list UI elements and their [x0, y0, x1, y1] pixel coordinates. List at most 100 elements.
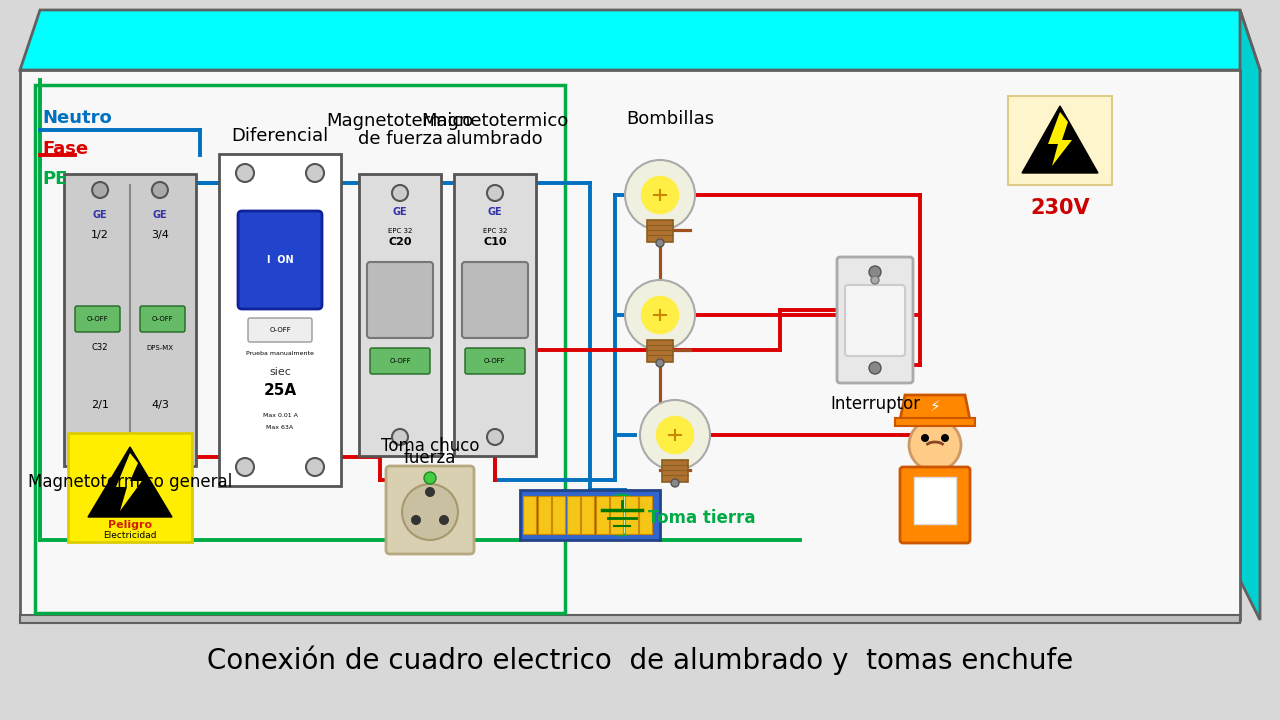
FancyBboxPatch shape: [581, 496, 594, 534]
FancyBboxPatch shape: [639, 496, 652, 534]
FancyBboxPatch shape: [219, 154, 340, 486]
Circle shape: [655, 415, 694, 454]
Text: siec: siec: [269, 367, 291, 377]
Text: GE: GE: [92, 210, 108, 220]
FancyBboxPatch shape: [625, 496, 637, 534]
FancyBboxPatch shape: [465, 348, 525, 374]
Text: Peligro: Peligro: [108, 520, 152, 530]
Text: 3/4: 3/4: [151, 230, 169, 240]
Text: Prueba manualmente: Prueba manualmente: [246, 351, 314, 356]
Text: O-OFF: O-OFF: [87, 316, 109, 322]
Text: Electricidad: Electricidad: [104, 531, 156, 539]
FancyBboxPatch shape: [552, 496, 564, 534]
Circle shape: [657, 239, 664, 247]
Text: Max 0.01 A: Max 0.01 A: [262, 413, 297, 418]
Text: O-OFF: O-OFF: [389, 358, 411, 364]
Polygon shape: [88, 447, 172, 517]
Text: GE: GE: [393, 207, 407, 217]
Circle shape: [640, 400, 710, 470]
Text: Interruptor: Interruptor: [829, 395, 920, 413]
FancyBboxPatch shape: [358, 174, 442, 456]
FancyBboxPatch shape: [367, 262, 433, 338]
FancyBboxPatch shape: [895, 418, 975, 426]
Text: 25A: 25A: [264, 383, 297, 398]
Text: Magnetotermico: Magnetotermico: [421, 112, 568, 130]
FancyBboxPatch shape: [20, 615, 1240, 623]
Circle shape: [486, 185, 503, 201]
FancyBboxPatch shape: [538, 496, 550, 534]
Text: 2/1: 2/1: [91, 400, 109, 410]
FancyBboxPatch shape: [646, 340, 673, 362]
Circle shape: [236, 458, 253, 476]
Circle shape: [306, 164, 324, 182]
Circle shape: [486, 429, 503, 445]
Text: EPC 32: EPC 32: [388, 228, 412, 234]
Polygon shape: [116, 453, 142, 511]
FancyBboxPatch shape: [20, 70, 1240, 620]
Circle shape: [425, 487, 435, 497]
Circle shape: [625, 160, 695, 230]
Circle shape: [909, 419, 961, 471]
Text: fuerza: fuerza: [403, 449, 456, 467]
Circle shape: [92, 182, 108, 198]
Circle shape: [870, 276, 879, 284]
FancyBboxPatch shape: [387, 466, 474, 554]
FancyBboxPatch shape: [662, 459, 689, 482]
FancyBboxPatch shape: [524, 496, 536, 534]
Text: Neutro: Neutro: [42, 109, 111, 127]
Text: C20: C20: [388, 237, 412, 247]
Circle shape: [152, 182, 168, 198]
Circle shape: [306, 458, 324, 476]
Text: Bombillas: Bombillas: [626, 110, 714, 128]
Text: 1/2: 1/2: [91, 230, 109, 240]
Text: Toma tierra: Toma tierra: [648, 509, 755, 527]
Polygon shape: [20, 10, 1260, 70]
Text: Conexión de cuadro electrico  de alumbrado y  tomas enchufe: Conexión de cuadro electrico de alumbrad…: [207, 645, 1073, 675]
FancyBboxPatch shape: [462, 262, 529, 338]
FancyBboxPatch shape: [520, 490, 660, 540]
Circle shape: [641, 296, 680, 334]
Circle shape: [392, 429, 408, 445]
Circle shape: [657, 359, 664, 367]
Circle shape: [671, 479, 678, 487]
Text: GE: GE: [152, 210, 168, 220]
FancyBboxPatch shape: [1009, 96, 1112, 185]
FancyBboxPatch shape: [248, 318, 312, 342]
Circle shape: [941, 434, 948, 442]
FancyBboxPatch shape: [914, 477, 956, 524]
FancyBboxPatch shape: [611, 496, 623, 534]
FancyBboxPatch shape: [76, 306, 120, 332]
Circle shape: [424, 472, 436, 484]
Text: Magnetotermico general: Magnetotermico general: [28, 473, 232, 491]
Text: C32: C32: [92, 343, 109, 352]
Circle shape: [602, 495, 643, 535]
FancyBboxPatch shape: [837, 257, 913, 383]
Text: I  ON: I ON: [266, 255, 293, 265]
Text: alumbrado: alumbrado: [447, 130, 544, 148]
Circle shape: [439, 515, 449, 525]
Text: 230V: 230V: [1030, 198, 1089, 218]
Circle shape: [152, 442, 168, 458]
Circle shape: [392, 185, 408, 201]
Polygon shape: [1048, 112, 1073, 166]
Circle shape: [869, 362, 881, 374]
Circle shape: [92, 442, 108, 458]
FancyBboxPatch shape: [64, 174, 196, 466]
Circle shape: [402, 484, 458, 540]
Circle shape: [869, 266, 881, 278]
Polygon shape: [1240, 10, 1260, 620]
Circle shape: [625, 280, 695, 350]
Text: O-OFF: O-OFF: [484, 358, 506, 364]
FancyBboxPatch shape: [900, 467, 970, 543]
Polygon shape: [1021, 106, 1098, 173]
Text: Max 63A: Max 63A: [266, 425, 293, 430]
Text: 4/3: 4/3: [151, 400, 169, 410]
Text: C10: C10: [484, 237, 507, 247]
FancyBboxPatch shape: [370, 348, 430, 374]
Circle shape: [922, 434, 929, 442]
Text: O-OFF: O-OFF: [269, 327, 291, 333]
FancyBboxPatch shape: [646, 220, 673, 242]
Text: EPC 32: EPC 32: [483, 228, 507, 234]
Polygon shape: [900, 395, 970, 420]
FancyBboxPatch shape: [567, 496, 580, 534]
